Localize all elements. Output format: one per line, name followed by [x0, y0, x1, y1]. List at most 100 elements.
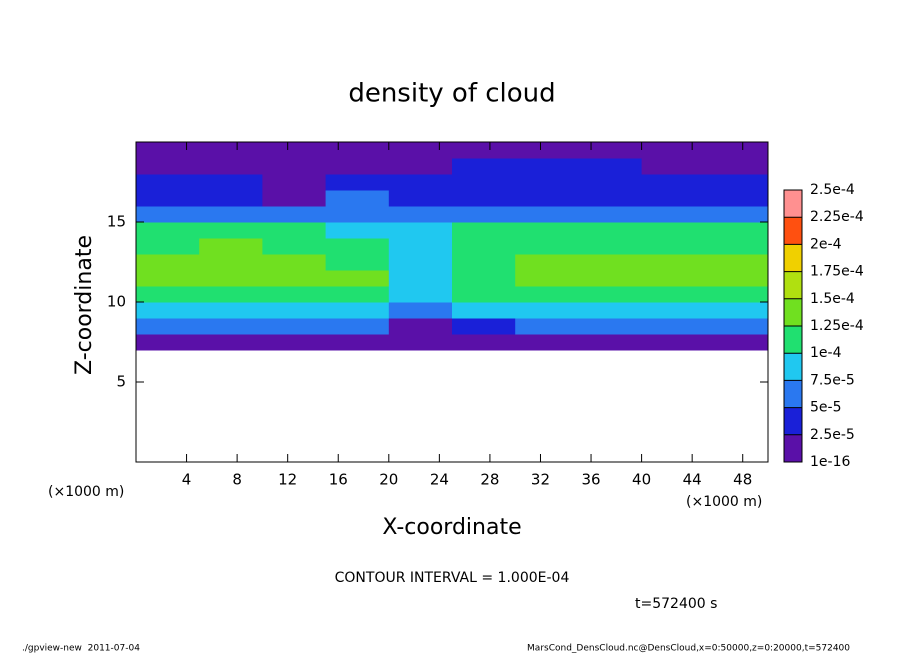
colorbar-label: 1.75e-4 — [810, 264, 864, 280]
cell — [704, 190, 769, 207]
y-tick-label: 15 — [107, 213, 126, 231]
cell — [136, 334, 200, 351]
cell — [641, 270, 706, 287]
x-tick-label: 16 — [329, 471, 348, 489]
cell — [199, 334, 263, 351]
cell — [704, 158, 769, 175]
cell — [388, 158, 453, 175]
cell — [262, 158, 327, 175]
colorbar-label: 2e-4 — [810, 236, 842, 252]
colorbar-swatch — [784, 298, 802, 326]
cell — [515, 302, 579, 319]
cell — [641, 286, 706, 303]
cell — [578, 302, 643, 319]
cell — [452, 174, 516, 191]
x-tick-label: 8 — [232, 471, 242, 489]
cell — [452, 142, 516, 159]
x-tick-label: 40 — [632, 471, 651, 489]
cell — [199, 142, 263, 159]
cell — [325, 286, 390, 303]
cell — [452, 302, 516, 319]
cell — [641, 174, 706, 191]
cell — [452, 270, 516, 287]
cell — [325, 206, 390, 223]
colorbar-label: 5e-5 — [810, 400, 841, 416]
cell — [515, 206, 579, 223]
cell — [388, 206, 453, 223]
cell — [199, 318, 263, 335]
cell — [641, 302, 706, 319]
cell — [578, 238, 643, 255]
cell — [199, 206, 263, 223]
colorbar-label: 2.5e-5 — [810, 427, 855, 443]
x-tick-label: 24 — [430, 471, 449, 489]
cell — [136, 286, 200, 303]
cell — [325, 302, 390, 319]
cell — [452, 206, 516, 223]
cell — [452, 238, 516, 255]
cell — [136, 206, 200, 223]
cell — [641, 206, 706, 223]
cell — [388, 222, 453, 239]
cell — [452, 318, 516, 335]
cell — [704, 238, 769, 255]
cell — [199, 174, 263, 191]
x-tick-label: 32 — [531, 471, 550, 489]
cell — [578, 142, 643, 159]
cell — [578, 318, 643, 335]
cell — [136, 222, 200, 239]
cell — [704, 222, 769, 239]
cell — [515, 222, 579, 239]
cell — [452, 254, 516, 271]
cell — [641, 254, 706, 271]
cell — [515, 334, 579, 351]
colorbar-swatch — [784, 190, 802, 218]
colorbar-label: 7.5e-5 — [810, 372, 855, 388]
cell — [325, 142, 390, 159]
cell — [388, 286, 453, 303]
cell — [199, 302, 263, 319]
cell — [136, 238, 200, 255]
colorbar-label: 2.5e-4 — [810, 182, 855, 198]
x-unit: (×1000 m) — [686, 494, 762, 510]
cell — [515, 270, 579, 287]
cell — [704, 270, 769, 287]
cell — [262, 222, 327, 239]
colorbar-swatch — [784, 380, 802, 408]
cell — [325, 174, 390, 191]
cell — [515, 254, 579, 271]
cell — [325, 270, 390, 287]
cell — [641, 190, 706, 207]
cell — [578, 222, 643, 239]
cell — [641, 158, 706, 175]
cell — [515, 158, 579, 175]
cell — [388, 270, 453, 287]
cell — [136, 190, 200, 207]
x-axis-label: X-coordinate — [382, 515, 521, 540]
cell — [325, 334, 390, 351]
cell — [136, 158, 200, 175]
cell — [325, 158, 390, 175]
cell — [262, 238, 327, 255]
footer-right: MarsCond_DensCloud.nc@DensCloud,x=0:5000… — [527, 644, 850, 654]
contour-note: CONTOUR INTERVAL = 1.000E-04 — [335, 570, 570, 586]
cell — [262, 142, 327, 159]
cell — [578, 286, 643, 303]
cell — [452, 158, 516, 175]
x-tick-label: 4 — [182, 471, 192, 489]
cell — [641, 142, 706, 159]
cell — [136, 254, 200, 271]
cell — [578, 158, 643, 175]
cell — [199, 222, 263, 239]
cell — [515, 190, 579, 207]
time-note: t=572400 s — [635, 596, 717, 612]
cell — [704, 174, 769, 191]
cell — [199, 254, 263, 271]
cell — [325, 254, 390, 271]
cell — [452, 222, 516, 239]
y-tick-label: 10 — [107, 293, 126, 311]
cell — [136, 142, 200, 159]
colorbar-swatch — [784, 217, 802, 245]
colorbar-swatch — [784, 407, 802, 435]
